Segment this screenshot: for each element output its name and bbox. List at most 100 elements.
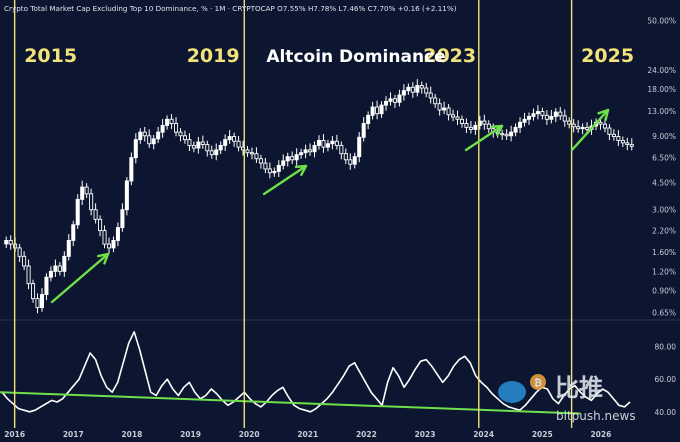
candle-body [500, 133, 505, 136]
candle [218, 141, 223, 155]
candle-body [89, 193, 94, 211]
candle [290, 151, 295, 164]
candle-body [504, 133, 509, 137]
candle-body [138, 131, 143, 141]
candle [196, 136, 201, 154]
candle-body [26, 265, 31, 285]
candle-body [285, 156, 290, 162]
candle-body [522, 118, 527, 123]
candle-body [366, 114, 371, 124]
candle [366, 111, 371, 130]
candle-body [218, 144, 223, 151]
candle-body [553, 111, 558, 117]
candle-body [451, 114, 456, 118]
candle [339, 141, 344, 160]
arrow-head [294, 164, 308, 177]
candle [147, 129, 152, 148]
candle [39, 288, 44, 312]
candle-body [308, 149, 313, 153]
y-tick-label: 1.20% [652, 267, 676, 276]
candle-body [571, 123, 576, 128]
candle-body [44, 276, 49, 296]
candle [160, 119, 165, 138]
candle [343, 148, 348, 164]
candle-body [102, 230, 107, 245]
candle [57, 262, 62, 276]
candle [124, 177, 129, 216]
candle-body [142, 131, 147, 137]
trend-arrow [262, 164, 308, 196]
candle-body [598, 121, 603, 125]
header-info: Crypto Total Market Cap Excluding Top 10… [4, 4, 457, 13]
candle-body [245, 149, 250, 154]
candle [4, 236, 9, 249]
arrow-head [597, 108, 610, 121]
rsi-y-tick-label: 60.00 [655, 375, 677, 384]
candle-body [272, 170, 277, 174]
candle [544, 110, 549, 125]
candle [419, 81, 424, 94]
candle-body [370, 106, 375, 116]
candle [111, 236, 116, 253]
candle [308, 143, 313, 156]
candle-body [93, 209, 98, 220]
candle-body [31, 283, 36, 300]
candle-body [156, 131, 161, 140]
candle-body [459, 118, 464, 124]
candle-body [187, 139, 192, 146]
y-tick-label: 0.65% [652, 309, 676, 318]
candle-body [200, 141, 205, 146]
candle [281, 154, 286, 170]
candle-body [567, 120, 572, 125]
rsi-y-tick-label: 80.00 [655, 343, 677, 352]
candle [330, 136, 335, 150]
candle-body [129, 157, 134, 182]
candle-body [8, 239, 13, 245]
candle [84, 183, 89, 198]
candle-body [316, 139, 322, 146]
candle [106, 237, 112, 254]
candle-body [334, 140, 339, 146]
candle [348, 153, 353, 170]
candle [424, 82, 429, 98]
year-annotation: 2019 [187, 45, 240, 67]
x-tick-label: 2024 [473, 430, 494, 439]
candle [504, 129, 509, 140]
candle-body [625, 142, 630, 146]
candle [249, 147, 254, 160]
candle [75, 194, 80, 229]
candle [102, 225, 107, 249]
candle-body [191, 144, 196, 149]
candle-body [267, 168, 272, 174]
arrow-shaft [464, 124, 504, 152]
candle-body [549, 115, 554, 120]
candle [223, 134, 228, 152]
candle [182, 130, 187, 144]
year-annotation: 2015 [24, 45, 77, 67]
candle [388, 92, 393, 106]
candle-body [406, 86, 411, 92]
candle [384, 96, 389, 111]
candle [451, 109, 456, 122]
candle-body [17, 247, 22, 257]
rsi-y-tick-label: 40.00 [655, 408, 677, 417]
y-tick-label: 2.20% [652, 227, 676, 236]
candle-body [343, 153, 348, 161]
candle-body [339, 144, 344, 155]
candle [316, 135, 322, 150]
candle [535, 105, 540, 120]
candle [611, 129, 616, 141]
candle-body [455, 116, 460, 120]
candle [361, 117, 366, 142]
candle [129, 152, 134, 186]
candle-body [419, 85, 424, 89]
y-tick-label: 9.00% [652, 132, 676, 141]
candle [174, 117, 179, 137]
candle-body [482, 120, 487, 125]
candle [169, 114, 174, 130]
candle [66, 234, 71, 261]
candle [312, 141, 317, 158]
candle-body [464, 123, 469, 128]
candle [379, 101, 384, 118]
